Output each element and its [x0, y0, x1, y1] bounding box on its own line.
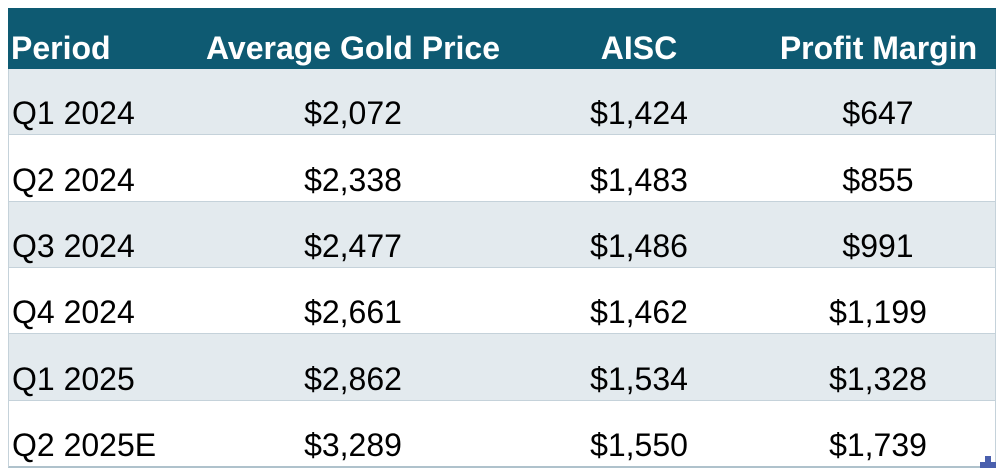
- period-cell: Q2 2024: [12, 161, 135, 198]
- gold-price-cell: $2,338: [304, 161, 402, 198]
- table-row: Q1 2025 $2,862 $1,534 $1,328: [9, 334, 995, 401]
- column-header-aisc: AISC: [600, 30, 678, 66]
- period-cell: Q1 2024: [12, 95, 135, 132]
- table-row: Q2 2025E $3,289 $1,550 $1,739: [9, 400, 995, 466]
- period-cell: Q1 2025: [12, 360, 135, 397]
- aisc-cell: $1,486: [590, 227, 688, 264]
- profit-margin-cell: $991: [842, 227, 914, 264]
- gold-price-cell: $3,289: [304, 426, 402, 463]
- aisc-cell: $1,534: [590, 360, 688, 397]
- gold-price-cell: $2,072: [304, 95, 402, 132]
- profit-margin-cell: $1,199: [829, 294, 927, 331]
- period-cell: Q4 2024: [12, 294, 135, 331]
- profit-margin-cell: $1,739: [829, 426, 927, 463]
- profit-margin-cell: $647: [842, 95, 914, 132]
- column-header-average-gold-price: Average Gold Price: [205, 30, 501, 66]
- period-cell: Q3 2024: [12, 227, 135, 264]
- aisc-cell: $1,424: [590, 95, 688, 132]
- aisc-cell: $1,462: [590, 294, 688, 331]
- period-cell: Q2 2025E: [12, 426, 157, 463]
- table-resize-handle[interactable]: [980, 462, 996, 468]
- table-header-row: Period Average Gold Price AISC Profit Ma…: [8, 8, 996, 69]
- table-row: Q1 2024 $2,072 $1,424 $647: [9, 69, 995, 136]
- table-row: Q3 2024 $2,477 $1,486 $991: [9, 201, 995, 268]
- table-row: Q4 2024 $2,661 $1,462 $1,199: [9, 267, 995, 335]
- aisc-cell: $1,483: [590, 161, 688, 198]
- column-header-period: Period: [11, 30, 111, 66]
- gold-price-cell: $2,862: [304, 360, 402, 397]
- profit-margin-cell: $1,328: [829, 360, 927, 397]
- table-body: Q1 2024 $2,072 $1,424 $647 Q2 2024 $2,33…: [8, 69, 996, 468]
- gold-price-cell: $2,661: [304, 294, 402, 331]
- column-header-profit-margin: Profit Margin: [779, 30, 978, 66]
- aisc-cell: $1,550: [590, 426, 688, 463]
- profit-margin-cell: $855: [842, 161, 914, 198]
- table-row: Q2 2024 $2,338 $1,483 $855: [9, 135, 995, 202]
- gold-price-cell: $2,477: [304, 227, 402, 264]
- table-resize-handle-step[interactable]: [985, 456, 991, 462]
- gold-price-table: Period Average Gold Price AISC Profit Ma…: [8, 8, 996, 468]
